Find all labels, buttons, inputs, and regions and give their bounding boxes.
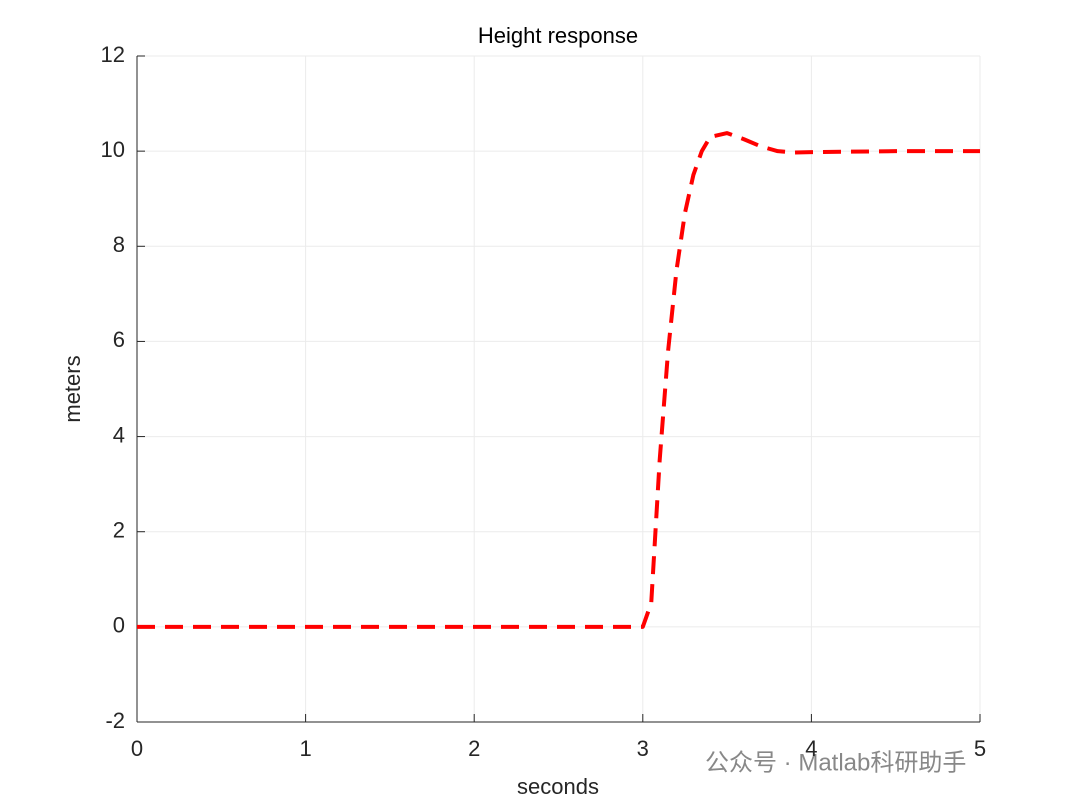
y-tick-label: 2 (113, 518, 125, 543)
y-tick-label: 0 (113, 613, 125, 638)
y-tick-label: 10 (101, 137, 125, 162)
y-tick-label: 4 (113, 422, 125, 447)
y-tick-label: 8 (113, 232, 125, 257)
x-tick-label: 3 (637, 736, 649, 761)
line (137, 131, 980, 629)
x-tick-label: 2 (468, 736, 480, 761)
chart-title: Height response (478, 23, 638, 48)
x-tick-label: 1 (299, 736, 311, 761)
x-tick-label: 0 (131, 736, 143, 761)
y-tick-label: 12 (101, 42, 125, 67)
x-tick-label: 4 (805, 736, 817, 761)
x-tick-label: 5 (974, 736, 986, 761)
y-axis-label: meters (60, 355, 85, 422)
y-tick-label: 6 (113, 327, 125, 352)
y-tick-label: -2 (105, 708, 125, 733)
x-axis-label: seconds (517, 774, 599, 799)
watermark: 公众号 · Matlab科研助手 (705, 749, 966, 776)
